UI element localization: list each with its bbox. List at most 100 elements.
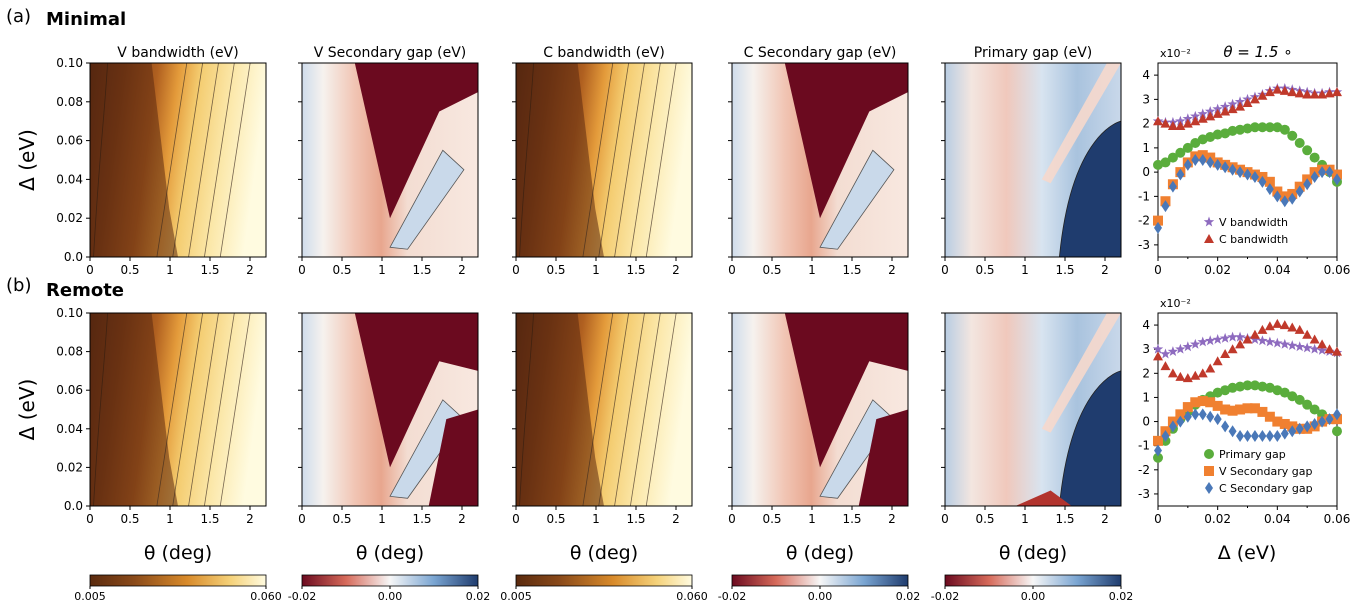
x-tick-label: 2 bbox=[672, 263, 680, 277]
x-tick-label: 0 bbox=[298, 512, 306, 526]
y-tick-label: 0.06 bbox=[56, 383, 83, 397]
colorbar-tick-label: 0.005 bbox=[500, 590, 532, 603]
data-point bbox=[1258, 430, 1267, 443]
x-tick-label: 0 bbox=[728, 512, 736, 526]
data-point bbox=[1154, 444, 1162, 457]
panel-title: θ = 1.5 ∘ bbox=[1223, 43, 1292, 61]
data-point bbox=[1242, 98, 1253, 108]
data-point bbox=[1243, 430, 1252, 443]
data-point bbox=[1168, 180, 1177, 193]
x-tick-label: 1 bbox=[378, 512, 386, 526]
data-point bbox=[1182, 113, 1194, 124]
legend-label: V Secondary gap bbox=[1219, 465, 1312, 478]
data-point bbox=[1332, 426, 1342, 437]
colorbar-tick-label: 0.00 bbox=[808, 590, 833, 603]
y-tick-label: 0 bbox=[1142, 165, 1150, 179]
contour-line bbox=[598, 62, 630, 258]
data-point bbox=[1182, 118, 1193, 128]
data-point bbox=[1272, 318, 1283, 328]
x-tick-label: 1 bbox=[166, 263, 174, 277]
data-point bbox=[1265, 183, 1274, 196]
legend-label: V bandwidth bbox=[1219, 216, 1288, 229]
plot-frame bbox=[89, 312, 267, 507]
data-point bbox=[1264, 87, 1275, 97]
y-tick-label: 0.02 bbox=[56, 460, 83, 474]
y-axis-label-b: Δ (eV) bbox=[15, 379, 39, 441]
x-tick-label: 1 bbox=[1021, 512, 1029, 526]
x-tick-label: 0.5 bbox=[762, 263, 781, 277]
data-point bbox=[1318, 166, 1327, 179]
y-tick-label: -1 bbox=[1138, 189, 1150, 203]
y-tick-label: 0.08 bbox=[56, 345, 83, 359]
data-point bbox=[1219, 101, 1231, 112]
panel-title: V bandwidth (eV) bbox=[117, 45, 238, 61]
heatmap-region-positive bbox=[389, 149, 465, 250]
colorbar-tick-label: -0.02 bbox=[718, 590, 746, 603]
data-point bbox=[1206, 410, 1215, 423]
legend-label: Primary gap bbox=[1219, 448, 1286, 461]
x-axis-label-1: θ (deg) bbox=[356, 542, 424, 564]
data-point bbox=[1183, 410, 1192, 423]
data-point bbox=[1242, 380, 1253, 391]
x-tick-label: 0 bbox=[1154, 263, 1162, 277]
x-tick-label: 0.02 bbox=[1204, 512, 1231, 526]
data-point bbox=[1249, 122, 1260, 133]
panel-title: C Secondary gap (eV) bbox=[744, 45, 897, 61]
contour-line bbox=[614, 62, 645, 258]
x-tick-label: 1.5 bbox=[626, 263, 645, 277]
heatmap-panel-a-0: V bandwidth (eV) 0 0.5 1 1.5 2 0.0 0.02 0.04 0.06… bbox=[56, 45, 267, 277]
colorbar-4: -0.02 0.00 0.02 bbox=[931, 574, 1133, 603]
data-point bbox=[1309, 89, 1320, 99]
x-tick-label: 1.5 bbox=[842, 512, 861, 526]
data-point bbox=[1212, 334, 1223, 344]
data-point bbox=[1227, 104, 1238, 114]
contour-line bbox=[645, 312, 677, 507]
data-point bbox=[1257, 381, 1268, 392]
data-point bbox=[1212, 400, 1223, 411]
colorbar-tick-label: 0.00 bbox=[378, 590, 403, 603]
y-tick-label: 0.04 bbox=[56, 422, 83, 436]
data-point bbox=[1265, 430, 1274, 443]
contour-line bbox=[204, 62, 235, 258]
data-point bbox=[1272, 337, 1283, 348]
data-point bbox=[1160, 118, 1171, 128]
x-tick-label: 0.04 bbox=[1264, 512, 1291, 526]
heatmap-panel-a-2: C bandwidth (eV) 0 0.5 1 1.5 2 bbox=[512, 45, 693, 277]
y-tick-label: 1 bbox=[1142, 141, 1150, 155]
data-point bbox=[1175, 147, 1186, 158]
contour-line bbox=[204, 312, 235, 507]
data-point bbox=[1316, 344, 1328, 355]
x-tick-label: 0.5 bbox=[975, 512, 994, 526]
data-point bbox=[1310, 170, 1319, 183]
contour-line bbox=[156, 62, 188, 258]
data-point bbox=[1175, 409, 1186, 420]
y-tick-label: 0.0 bbox=[64, 499, 83, 513]
data-point bbox=[1205, 111, 1216, 121]
data-point bbox=[1197, 336, 1208, 347]
colorbar-tick-label: 0.02 bbox=[466, 590, 491, 603]
data-point bbox=[1190, 138, 1201, 149]
x-tick-label: 0.5 bbox=[332, 512, 351, 526]
x-tick-label: 0.5 bbox=[120, 263, 139, 277]
x-tick-label: 1.5 bbox=[200, 263, 219, 277]
x-tick-label: 0 bbox=[298, 263, 306, 277]
contour-line bbox=[614, 312, 645, 507]
data-point bbox=[1153, 215, 1163, 226]
heatmap-corner-negative bbox=[428, 409, 478, 506]
plot-frame bbox=[301, 312, 479, 507]
x-tick-label: 0.5 bbox=[332, 263, 351, 277]
data-point bbox=[1235, 339, 1246, 349]
x-tick-label: 1.5 bbox=[412, 263, 431, 277]
plot-frame bbox=[944, 62, 1122, 258]
heatmap-wedge-negative bbox=[354, 313, 478, 468]
y-tick-label: 1 bbox=[1142, 390, 1150, 404]
y-tick-label: 0.02 bbox=[56, 211, 83, 225]
data-point bbox=[1167, 346, 1179, 357]
data-point bbox=[1221, 420, 1230, 433]
colorbar-2: 0.005 0.060 bbox=[500, 574, 708, 603]
contour-line bbox=[93, 312, 108, 507]
plot-frame bbox=[515, 62, 693, 258]
data-point bbox=[1302, 329, 1313, 339]
data-point bbox=[1264, 176, 1275, 187]
contour-line bbox=[598, 312, 630, 507]
